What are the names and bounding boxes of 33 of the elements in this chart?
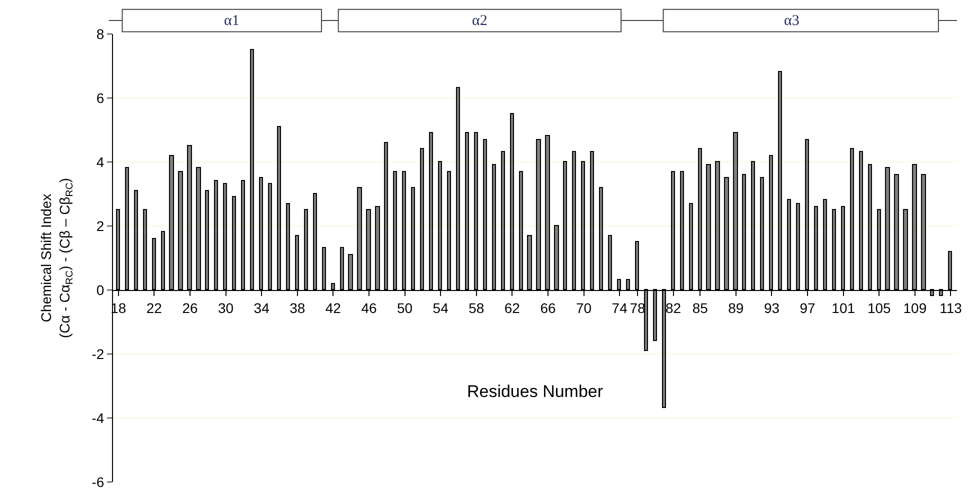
x-tick-label: 30	[218, 300, 234, 316]
x-tick-label: 113	[940, 300, 962, 316]
y-tick-label: 2	[96, 218, 104, 234]
x-tick-label: 22	[146, 300, 162, 316]
y-tick-label: -4	[92, 410, 104, 426]
x-tick-label: 97	[800, 300, 816, 316]
x-tick-label: 26	[182, 300, 198, 316]
y-tick-label: 0	[96, 282, 104, 298]
x-tick-label: 62	[504, 300, 520, 316]
x-tick-label: 46	[361, 300, 377, 316]
x-tick-label: 38	[290, 300, 306, 316]
x-tick-label: 42	[325, 300, 342, 316]
y-tick-label: 6	[96, 90, 104, 106]
y-tick-label: -6	[92, 474, 104, 490]
x-tick-label: 93	[764, 300, 780, 316]
x-tick-label: 82	[665, 300, 682, 316]
x-tick-label: 78	[630, 300, 646, 316]
y-tick-label: 8	[96, 26, 104, 42]
x-tick-label: 74	[612, 300, 628, 316]
x-tick-label: 34	[254, 300, 270, 316]
x-tick-label: 50	[396, 300, 413, 316]
y-tick-label: 4	[96, 154, 104, 170]
x-tick-label: 89	[728, 300, 744, 316]
x-tick-label: 101	[832, 300, 856, 316]
x-tick-label: 109	[903, 300, 927, 316]
x-tick-label: 54	[432, 300, 449, 316]
x-tick-label: 105	[867, 300, 892, 316]
x-tick-label: 85	[692, 300, 708, 316]
x-axis-title: Residues Number	[466, 382, 604, 402]
x-tick-label: 58	[468, 300, 484, 316]
x-tick-label: 66	[540, 300, 556, 316]
y-tick-label: -2	[92, 346, 104, 362]
x-tick-label: 70	[576, 300, 592, 316]
